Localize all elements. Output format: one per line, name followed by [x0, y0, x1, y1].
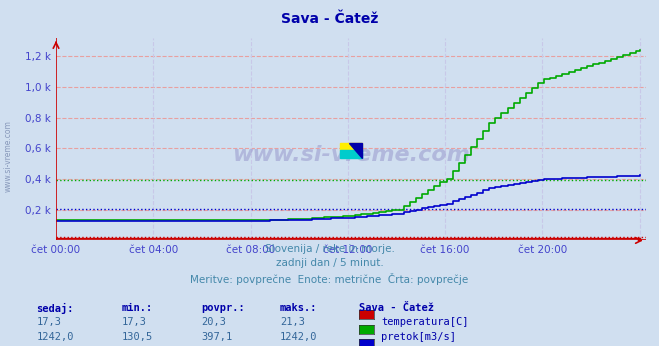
- Text: Slovenija / reke in morje.: Slovenija / reke in morje.: [264, 244, 395, 254]
- Text: www.si-vreme.com: www.si-vreme.com: [3, 120, 13, 192]
- Text: 397,1: 397,1: [201, 332, 232, 342]
- Bar: [340, 151, 362, 158]
- Text: sedaj:: sedaj:: [36, 303, 74, 314]
- Text: 130,5: 130,5: [122, 332, 153, 342]
- Text: 17,3: 17,3: [122, 317, 147, 327]
- Text: maks.:: maks.:: [280, 303, 318, 313]
- Polygon shape: [349, 143, 362, 158]
- Text: zadnji dan / 5 minut.: zadnji dan / 5 minut.: [275, 258, 384, 268]
- Text: povpr.:: povpr.:: [201, 303, 244, 313]
- Text: 1242,0: 1242,0: [36, 332, 74, 342]
- Text: 21,3: 21,3: [280, 317, 305, 327]
- Text: Sava - Čatež: Sava - Čatež: [281, 12, 378, 26]
- Bar: [340, 143, 362, 151]
- Text: Meritve: povprečne  Enote: metrične  Črta: povprečje: Meritve: povprečne Enote: metrične Črta:…: [190, 273, 469, 285]
- Text: 1242,0: 1242,0: [280, 332, 318, 342]
- Text: min.:: min.:: [122, 303, 153, 313]
- Text: www.si-vreme.com: www.si-vreme.com: [232, 145, 470, 165]
- Text: pretok[m3/s]: pretok[m3/s]: [381, 332, 456, 342]
- Text: 17,3: 17,3: [36, 317, 61, 327]
- Text: 20,3: 20,3: [201, 317, 226, 327]
- Text: Sava - Čatež: Sava - Čatež: [359, 303, 434, 313]
- Text: temperatura[C]: temperatura[C]: [381, 317, 469, 327]
